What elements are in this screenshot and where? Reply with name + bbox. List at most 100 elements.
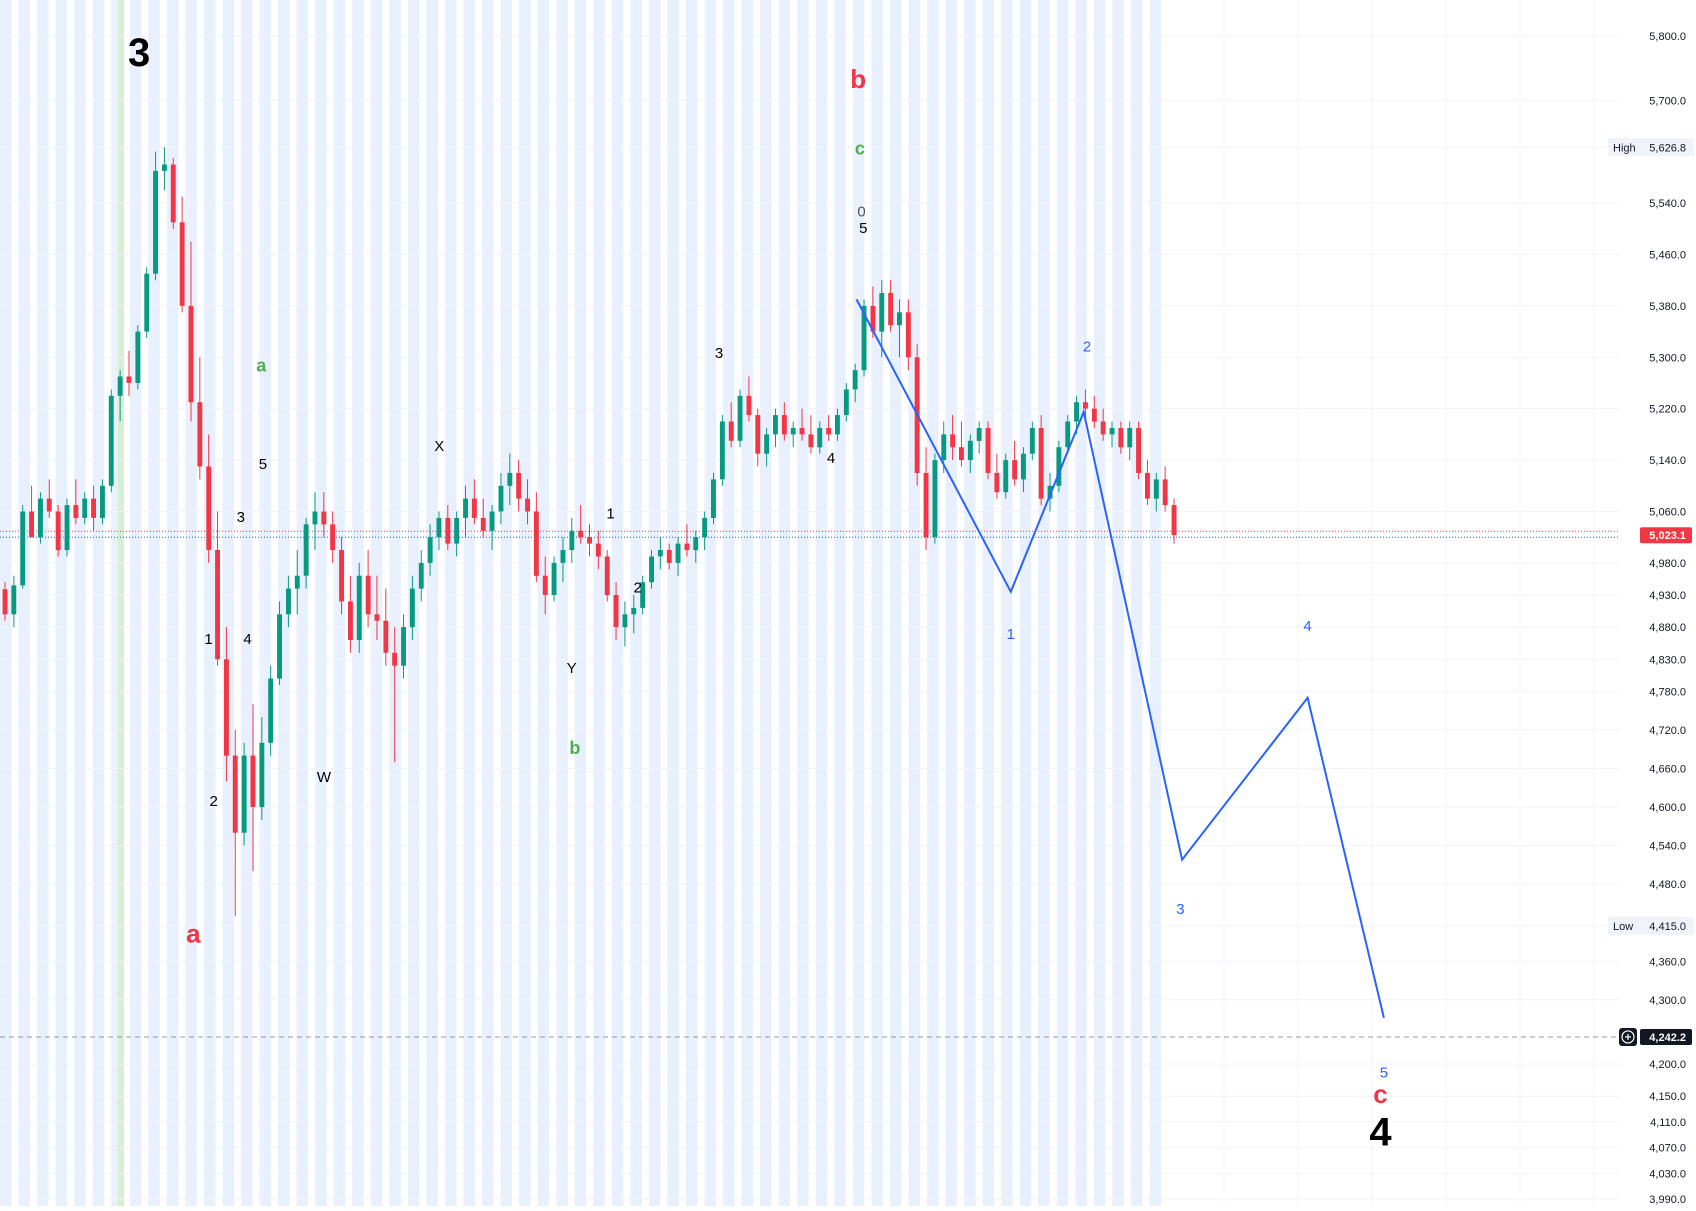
- candle[interactable]: [852, 363, 858, 403]
- candle[interactable]: [1021, 447, 1026, 493]
- candle[interactable]: [1162, 466, 1168, 512]
- candle[interactable]: [755, 408, 761, 467]
- candle[interactable]: [835, 408, 840, 441]
- candle[interactable]: [38, 492, 43, 544]
- candle[interactable]: [454, 511, 460, 557]
- candle[interactable]: [631, 595, 637, 634]
- candle[interactable]: [923, 447, 929, 551]
- candle[interactable]: [994, 453, 1000, 499]
- candle[interactable]: [719, 415, 725, 486]
- candle[interactable]: [498, 472, 504, 525]
- candle[interactable]: [516, 460, 522, 512]
- candle[interactable]: [1109, 421, 1115, 448]
- candle[interactable]: [179, 196, 185, 313]
- candle[interactable]: [55, 505, 61, 557]
- candle[interactable]: [1056, 440, 1062, 493]
- candle[interactable]: [91, 485, 96, 531]
- candle[interactable]: [365, 550, 371, 628]
- candle[interactable]: [666, 543, 672, 570]
- candle[interactable]: [170, 158, 176, 229]
- candle[interactable]: [100, 479, 105, 525]
- candle[interactable]: [932, 453, 938, 544]
- crosshair-plus-icon[interactable]: [1619, 1027, 1637, 1046]
- candle[interactable]: [126, 350, 132, 396]
- candle[interactable]: [436, 511, 442, 551]
- candle[interactable]: [1047, 472, 1053, 512]
- candle[interactable]: [1012, 440, 1018, 486]
- candle[interactable]: [1127, 421, 1133, 461]
- candle[interactable]: [773, 408, 778, 448]
- projection-line[interactable]: [855, 298, 1385, 1019]
- candle[interactable]: [11, 575, 17, 628]
- candle[interactable]: [808, 415, 814, 454]
- candle[interactable]: [374, 575, 380, 640]
- candle[interactable]: [162, 147, 167, 191]
- candle[interactable]: [117, 370, 123, 422]
- candle[interactable]: [542, 556, 548, 615]
- candle[interactable]: [781, 402, 787, 441]
- candle[interactable]: [401, 614, 406, 679]
- candle[interactable]: [764, 427, 770, 467]
- candle[interactable]: [153, 151, 158, 281]
- candle[interactable]: [268, 665, 274, 756]
- candle[interactable]: [144, 267, 150, 338]
- candle[interactable]: [215, 511, 220, 666]
- candle[interactable]: [277, 601, 282, 685]
- candle[interactable]: [108, 389, 114, 493]
- candle[interactable]: [330, 511, 336, 563]
- candle[interactable]: [817, 421, 823, 454]
- candle[interactable]: [622, 601, 628, 647]
- projection-path[interactable]: [855, 298, 1385, 1019]
- candle[interactable]: [471, 479, 477, 525]
- candle[interactable]: [1091, 395, 1097, 428]
- candle[interactable]: [303, 517, 309, 589]
- candle[interactable]: [569, 517, 575, 563]
- candle[interactable]: [1100, 408, 1106, 441]
- candle[interactable]: [348, 575, 353, 653]
- candle[interactable]: [604, 550, 610, 602]
- candle[interactable]: [1145, 460, 1150, 506]
- candle[interactable]: [533, 492, 539, 583]
- candle[interactable]: [312, 492, 318, 551]
- candle[interactable]: [950, 415, 956, 461]
- candle[interactable]: [525, 479, 530, 525]
- candle[interactable]: [1038, 415, 1044, 506]
- candle[interactable]: [445, 505, 451, 551]
- candle[interactable]: [976, 421, 982, 454]
- candle[interactable]: [206, 434, 212, 563]
- candle[interactable]: [826, 415, 832, 441]
- candle[interactable]: [959, 421, 964, 467]
- candle[interactable]: [286, 575, 291, 628]
- candle[interactable]: [1029, 421, 1035, 461]
- candle[interactable]: [595, 530, 601, 570]
- candle[interactable]: [1065, 415, 1071, 454]
- candle[interactable]: [418, 550, 424, 602]
- candle[interactable]: [746, 376, 752, 422]
- candle[interactable]: [46, 479, 52, 518]
- candle[interactable]: [224, 627, 229, 782]
- candle[interactable]: [560, 537, 566, 583]
- candle[interactable]: [728, 402, 734, 448]
- candle[interactable]: [241, 742, 247, 846]
- candle[interactable]: [2, 582, 8, 621]
- candle[interactable]: [799, 408, 805, 441]
- candle[interactable]: [737, 389, 743, 448]
- candle[interactable]: [1003, 453, 1009, 499]
- candle[interactable]: [711, 472, 716, 525]
- candle[interactable]: [409, 575, 415, 640]
- candle[interactable]: [356, 562, 362, 653]
- candle[interactable]: [879, 280, 885, 358]
- candle[interactable]: [64, 498, 70, 557]
- candle[interactable]: [232, 729, 238, 917]
- candle[interactable]: [843, 382, 849, 422]
- candle[interactable]: [197, 357, 203, 480]
- candle[interactable]: [250, 704, 256, 872]
- candle[interactable]: [383, 588, 389, 666]
- candle[interactable]: [649, 550, 654, 589]
- candle[interactable]: [613, 582, 619, 640]
- candle[interactable]: [578, 505, 584, 544]
- candle[interactable]: [675, 537, 681, 576]
- price-axis[interactable]: 5,800.0 5,700.0 5,626.8 5,540.0 5,460.0 5,380…: [1608, 0, 1696, 1206]
- candle[interactable]: [489, 505, 495, 551]
